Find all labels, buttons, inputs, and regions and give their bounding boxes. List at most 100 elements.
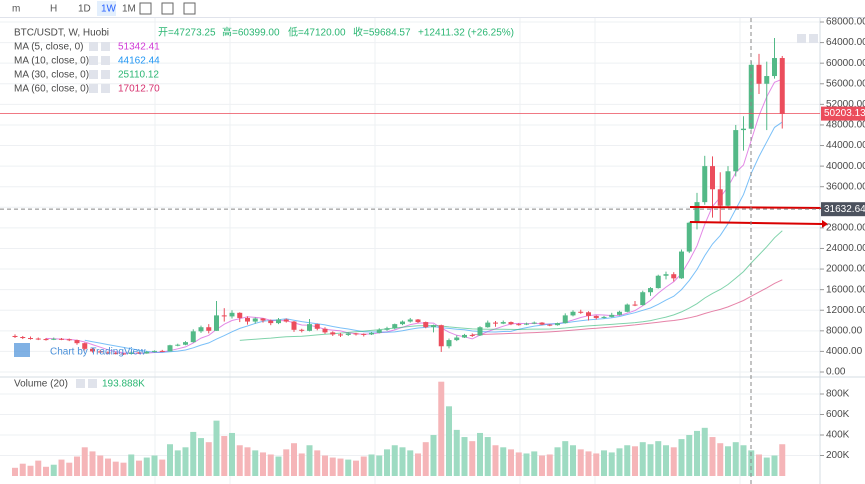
volume-bar — [283, 449, 290, 476]
y-tick-label: 40000.00 — [826, 161, 865, 172]
candle-body — [655, 275, 661, 289]
volume-bar — [415, 453, 421, 476]
y-tick-label: 56000.00 — [826, 78, 865, 89]
candle-body — [128, 352, 134, 354]
candle-body — [438, 325, 444, 347]
candle-body — [469, 334, 475, 336]
candle-body — [376, 329, 382, 333]
volume-bar — [523, 453, 530, 476]
volume-bar — [322, 455, 328, 476]
candle-body — [779, 58, 785, 114]
pane-button[interactable] — [809, 34, 818, 43]
volume-bar — [508, 449, 514, 476]
candle-body — [500, 322, 506, 324]
toolbar-icon[interactable] — [183, 2, 196, 15]
toolbar-item[interactable]: 1D — [78, 4, 91, 15]
y-tick-label: 44000.00 — [826, 140, 865, 151]
toolbar-item[interactable]: 1W — [101, 4, 117, 15]
candle-body — [686, 222, 692, 252]
candle-body — [640, 292, 646, 306]
candle-body — [361, 333, 367, 335]
volume-bar — [515, 452, 522, 476]
volume-bar — [345, 459, 352, 476]
volume-bar — [306, 445, 313, 476]
drawing-arrow — [689, 206, 823, 209]
volume-bar — [190, 431, 197, 476]
volume-bar — [779, 444, 786, 476]
candle-body — [190, 331, 196, 343]
volume-bar — [244, 447, 251, 476]
ma-line — [239, 230, 783, 341]
candle-body — [539, 322, 545, 325]
candle-body — [632, 304, 638, 306]
volume-bar — [112, 461, 119, 476]
y-tick-label: 4000.00 — [826, 346, 863, 357]
candle-body — [617, 311, 622, 315]
candle-body — [663, 274, 669, 276]
candle-body — [214, 315, 219, 331]
y-tick-label: 24000.00 — [826, 243, 865, 254]
candle-body — [578, 311, 584, 313]
candle-body — [291, 321, 297, 330]
candle-body — [167, 345, 173, 352]
candle-body — [524, 323, 529, 325]
volume-bar — [616, 448, 623, 476]
candle-body — [245, 317, 250, 322]
candle-body — [307, 324, 312, 331]
candle-body — [694, 202, 700, 223]
candle-body — [431, 325, 436, 328]
legend-icon — [101, 70, 110, 79]
candle-body — [725, 171, 731, 206]
volume-bar — [771, 455, 778, 476]
candle-body — [462, 334, 467, 338]
candle-body — [260, 318, 266, 321]
volume-bar — [275, 456, 282, 476]
toolbar-item[interactable]: H — [50, 4, 57, 15]
legend-icon — [101, 42, 110, 51]
ohlc-legend: +12411.32 (+26.25%) — [418, 28, 514, 39]
volume-bar — [50, 464, 57, 476]
candle-body — [547, 324, 553, 326]
volume-bar — [353, 460, 359, 476]
toolbar-item[interactable]: 1M — [122, 4, 136, 15]
volume-bar — [407, 450, 414, 476]
toolbar-icon[interactable] — [139, 2, 152, 15]
candle-body — [516, 324, 522, 326]
volume-bar — [384, 449, 390, 476]
volume-bar — [484, 437, 491, 476]
candle-body — [624, 304, 630, 312]
volume-bar — [198, 438, 204, 476]
toolbar-icon[interactable] — [161, 2, 174, 15]
volume-bar — [546, 454, 553, 476]
toolbar-item[interactable]: m — [12, 4, 20, 15]
volume-bar — [422, 442, 429, 476]
candle-body — [74, 340, 80, 344]
volume-bar — [260, 452, 266, 476]
volume-bar — [174, 450, 181, 476]
volume-bar — [151, 455, 158, 476]
v-tick-label: 200K — [826, 450, 850, 461]
volume-bar — [608, 452, 615, 476]
volume-bar — [27, 465, 34, 476]
ma-legend-name: MA (30, close, 0) — [14, 70, 89, 81]
volume-bar — [732, 442, 739, 476]
legend-icon — [101, 56, 110, 65]
candle-body — [322, 328, 328, 333]
candle-body — [415, 319, 421, 323]
volume-bar — [252, 450, 259, 476]
v-tick-label: 600K — [826, 409, 850, 420]
volume-bar — [694, 430, 700, 476]
volume-bar — [763, 457, 770, 476]
v-tick-label: 800K — [826, 389, 850, 400]
volume-bar — [81, 447, 88, 476]
v-tick-label: 400K — [826, 430, 850, 441]
y-tick-label: 20000.00 — [826, 264, 865, 275]
pane-button[interactable] — [797, 34, 806, 43]
volume-bar — [562, 441, 569, 476]
volume-bar — [531, 451, 538, 476]
volume-bar — [663, 445, 669, 476]
candle-body — [756, 64, 762, 84]
ma-legend-value: 17012.70 — [118, 84, 160, 95]
volume-bar — [399, 447, 406, 476]
